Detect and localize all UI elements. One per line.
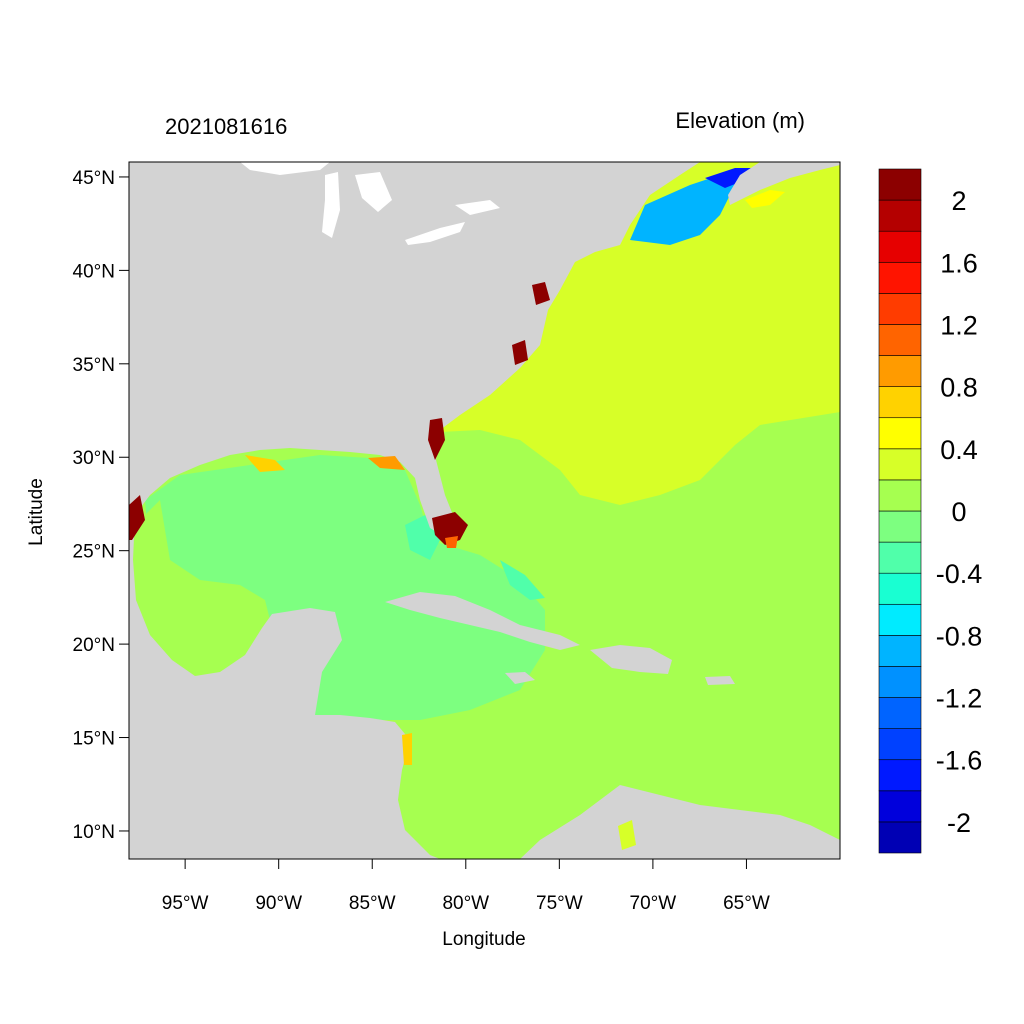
colorbar-label: 1.2 bbox=[940, 310, 978, 340]
colorbar-label: 0 bbox=[951, 497, 966, 527]
lake-superior bbox=[240, 162, 330, 175]
colorbar-swatch bbox=[878, 572, 922, 605]
panhandle-high bbox=[368, 456, 405, 470]
colorbar-swatch bbox=[878, 355, 922, 387]
lon-tick-label: 80°W bbox=[442, 893, 489, 914]
colorbar-swatch bbox=[878, 293, 922, 325]
colorbar-swatch bbox=[878, 821, 922, 854]
y-axis-label: Latitude bbox=[26, 478, 47, 546]
louisiana-high bbox=[245, 455, 285, 472]
gulf-shelf-west bbox=[135, 500, 270, 680]
lon-tick-label: 90°W bbox=[255, 893, 302, 914]
lat-tick-label: 25°N bbox=[73, 542, 115, 563]
lake-erie bbox=[405, 222, 465, 245]
colorbar-swatch bbox=[878, 510, 922, 543]
florida-south-surge bbox=[432, 512, 468, 545]
colorbar-swatch bbox=[878, 230, 922, 263]
lon-tick-label: 70°W bbox=[630, 893, 677, 914]
bahamas-low bbox=[500, 560, 545, 600]
lake-michigan bbox=[322, 172, 340, 238]
nova-scotia-land bbox=[728, 162, 840, 205]
lat-tick-label: 45°N bbox=[73, 168, 115, 189]
lat-tick-label: 35°N bbox=[73, 355, 115, 376]
colorbar-swatch bbox=[878, 666, 922, 698]
colorbar-swatch bbox=[878, 199, 922, 232]
right-title: Elevation (m) bbox=[675, 108, 805, 133]
colorbar-swatch bbox=[878, 417, 922, 450]
lat-tick-label: 40°N bbox=[73, 261, 115, 282]
x-axis-label: Longitude bbox=[442, 929, 525, 950]
nova-scotia-yellow bbox=[745, 190, 785, 208]
hispaniola-land bbox=[590, 645, 672, 674]
gulf-caribbean-field bbox=[145, 455, 545, 722]
venezuela-yellow bbox=[618, 820, 636, 850]
north-america-land bbox=[129, 162, 700, 859]
gulf-of-maine-low bbox=[630, 170, 745, 245]
colorbar-swatch bbox=[878, 759, 922, 792]
colorbar-swatch bbox=[878, 728, 922, 761]
lon-tick-label: 65°W bbox=[723, 893, 770, 914]
chesapeake-high bbox=[532, 282, 550, 305]
carolina-high bbox=[512, 340, 528, 365]
longitude-ticks: 95°W 90°W 85°W 80°W 75°W 70°W 65°W bbox=[162, 859, 770, 914]
lat-tick-label: 10°N bbox=[73, 822, 115, 843]
colorbar-swatch bbox=[878, 635, 922, 667]
lat-tick-label: 15°N bbox=[73, 729, 115, 750]
jamaica-land bbox=[505, 672, 535, 684]
atlantic-north-field bbox=[440, 162, 840, 505]
colorbar-label: -1.2 bbox=[936, 684, 983, 714]
georgia-coast-high bbox=[428, 418, 445, 460]
colorbar-swatch bbox=[878, 790, 922, 823]
colorbar-label: 2 bbox=[951, 186, 966, 216]
lon-tick-label: 85°W bbox=[349, 893, 396, 914]
colorbar-swatch bbox=[878, 168, 922, 201]
colorbar-label: 0.8 bbox=[940, 373, 978, 403]
texas-coast-high bbox=[129, 495, 145, 540]
florida-tip-orange bbox=[445, 536, 458, 548]
map-frame bbox=[128, 161, 841, 860]
puerto-rico-land bbox=[705, 676, 735, 685]
south-america-land bbox=[520, 785, 840, 859]
lon-tick-label: 95°W bbox=[162, 893, 209, 914]
lat-tick-label: 20°N bbox=[73, 635, 115, 656]
colorbar-swatch bbox=[878, 261, 922, 294]
latitude-ticks: 45°N 40°N 35°N 30°N 25°N 20°N 15°N 10°N bbox=[73, 168, 129, 843]
colorbar-label: 0.4 bbox=[940, 435, 978, 465]
colorbar-label: -2 bbox=[947, 808, 971, 838]
colorbar-swatch bbox=[878, 448, 922, 481]
lon-tick-label: 75°W bbox=[536, 893, 583, 914]
colorbar-label: -0.4 bbox=[936, 559, 983, 589]
lat-tick-label: 30°N bbox=[73, 448, 115, 469]
cuba-land bbox=[385, 592, 580, 650]
colorbar-swatch bbox=[878, 479, 922, 512]
colorbar: 2 1.6 1.2 0.8 0.4 0 -0.4 -0.8 -1.2 -1.6 -2 bbox=[878, 168, 983, 854]
colorbar-label: -0.8 bbox=[936, 621, 983, 651]
colorbar-label: 1.6 bbox=[940, 248, 978, 278]
lake-huron bbox=[355, 172, 392, 212]
colorbar-swatch bbox=[878, 603, 922, 636]
colorbar-swatch bbox=[878, 386, 922, 419]
colorbar-swatch bbox=[878, 324, 922, 356]
left-title: 2021081616 bbox=[165, 114, 287, 139]
colorbar-label: -1.6 bbox=[936, 746, 983, 776]
honduras-yellow bbox=[402, 733, 412, 765]
colorbar-swatch bbox=[878, 697, 922, 729]
colorbar-swatch bbox=[878, 541, 922, 574]
caribbean-south-field bbox=[395, 680, 620, 850]
map-panel bbox=[129, 162, 840, 859]
lake-ontario bbox=[455, 200, 500, 215]
